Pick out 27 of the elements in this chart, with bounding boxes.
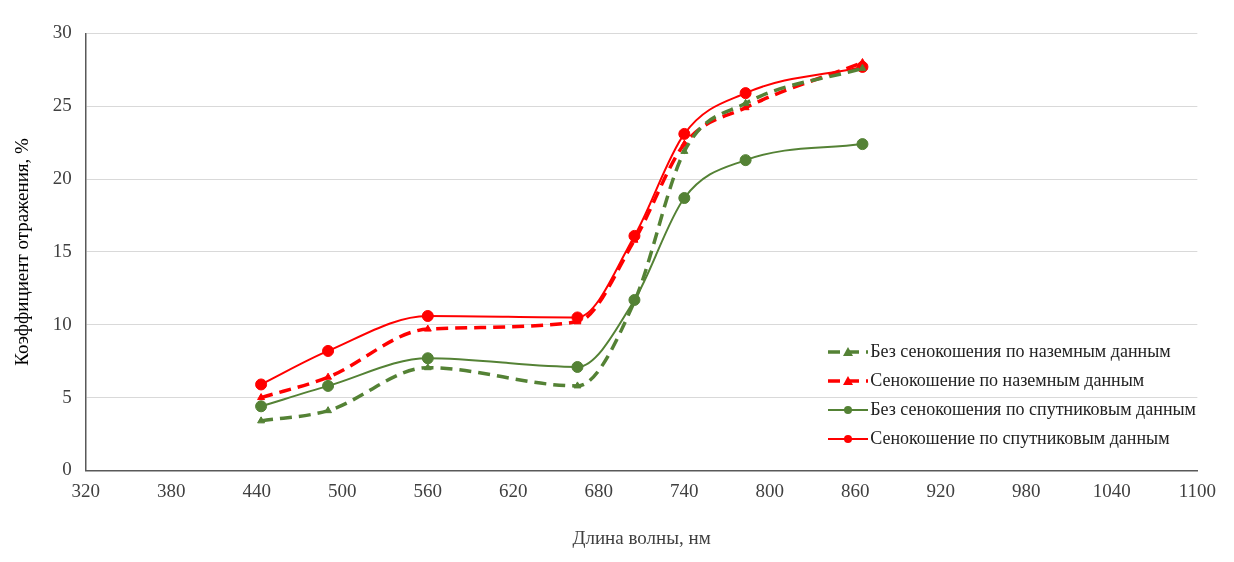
- x-tick-label: 1100: [1178, 479, 1216, 501]
- x-tick-label: 1040: [1092, 479, 1131, 501]
- x-tick-label: 440: [242, 479, 272, 501]
- x-tick-label: 860: [841, 479, 870, 501]
- x-tick-label: 680: [584, 479, 614, 501]
- legend-label: Сенокошение по спутниковым данным: [870, 428, 1170, 449]
- y-tick-label: 15: [52, 239, 72, 261]
- y-tick-label: 25: [52, 94, 72, 116]
- x-tick-label: 620: [499, 479, 528, 501]
- y-tick-label: 20: [52, 167, 72, 189]
- x-tick-label: 800: [755, 479, 785, 501]
- legend-label: Без сенокошения по спутниковым данным: [870, 399, 1196, 420]
- x-tick-label: 740: [670, 479, 699, 501]
- x-tick-label: 380: [157, 479, 186, 501]
- x-tick-label: 500: [328, 479, 357, 501]
- y-axis-title: Коэффициент отражения, %: [11, 137, 33, 366]
- legend-label: Сенокошение по наземным данным: [870, 370, 1145, 391]
- y-tick-label: 0: [62, 458, 72, 480]
- x-tick-label: 560: [413, 479, 443, 501]
- x-axis-title: Длина волны, нм: [572, 526, 711, 548]
- x-tick-label: 920: [926, 479, 956, 501]
- x-tick-label: 980: [1012, 479, 1041, 501]
- y-tick-label: 5: [62, 385, 72, 407]
- x-tick-label: 320: [71, 479, 101, 501]
- legend-label: Без сенокошения по наземным данным: [870, 341, 1171, 362]
- y-tick-label: 30: [52, 21, 72, 43]
- y-tick-label: 10: [52, 312, 72, 334]
